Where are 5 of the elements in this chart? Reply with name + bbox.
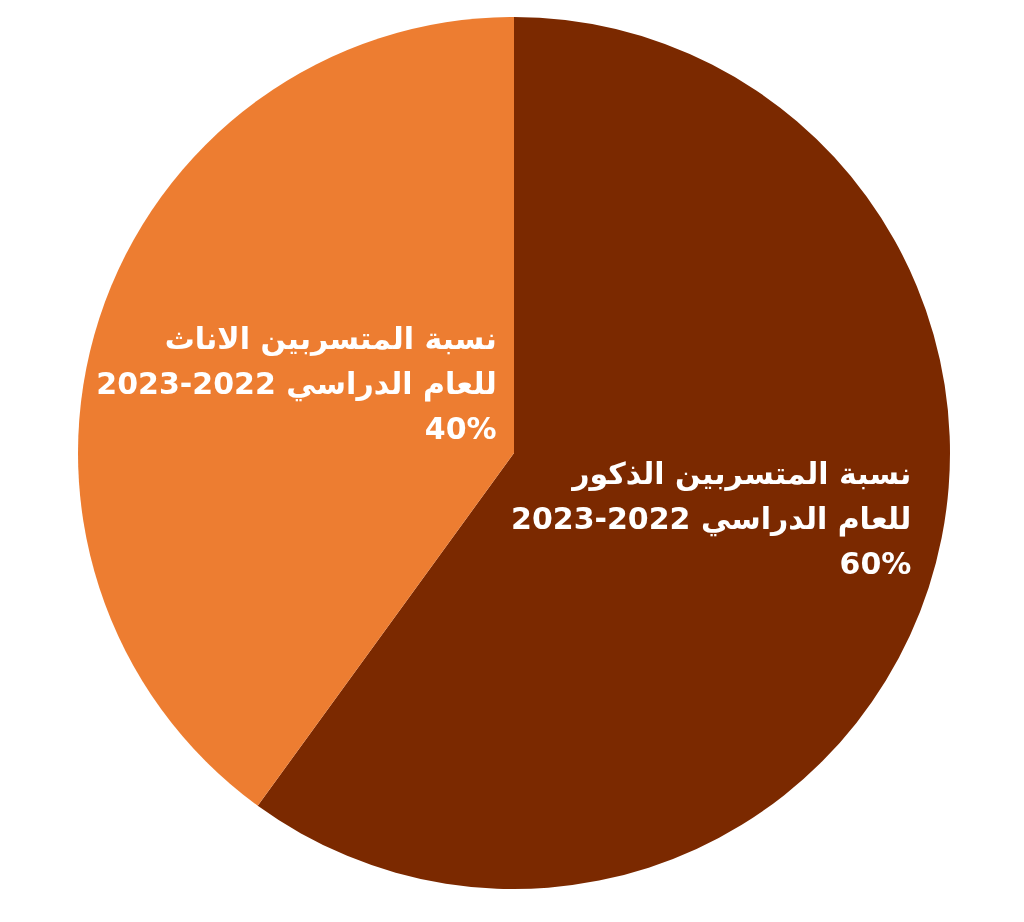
slice-label: نسبة المتسربين الذكور للعام الدراسي 2022-2023 bbox=[511, 455, 912, 537]
data-label: 60% bbox=[839, 545, 912, 581]
slice-label: نسبة المتسربين الاناث للعام الدراسي 2022-2023 bbox=[96, 321, 497, 403]
data-label: 40% bbox=[424, 411, 497, 447]
pie-slice bbox=[78, 17, 514, 806]
